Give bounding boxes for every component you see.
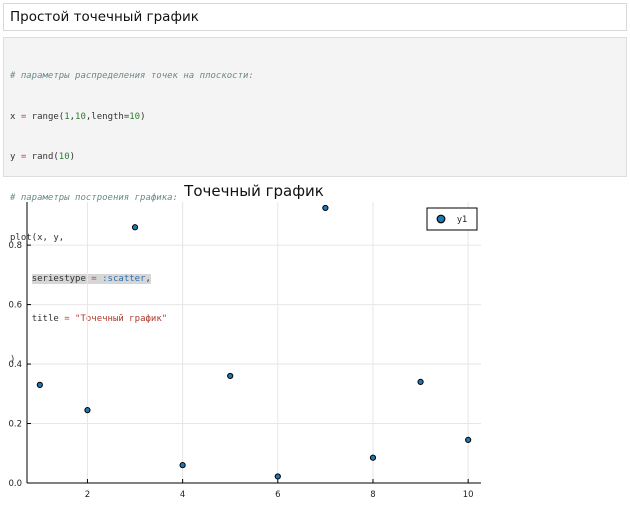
- data-point: [465, 436, 472, 443]
- data-point: [227, 372, 234, 380]
- x-tick-label: 10: [463, 490, 474, 500]
- code-line-seriestype: seriestype = :scatter,: [10, 273, 254, 287]
- data-point: [417, 378, 424, 385]
- y-tick-label: 0.2: [8, 420, 22, 430]
- selection-highlight: seriestype = :scatter,: [31, 273, 151, 284]
- code-comment: # параметры распределения точек на плоск…: [10, 71, 254, 81]
- x-tick-label: 6: [275, 490, 280, 500]
- data-point: [179, 462, 186, 469]
- code-line-close: ): [10, 354, 16, 365]
- code-comment: # параметры построения графика:: [10, 192, 178, 203]
- y-tick-label: 0.8: [8, 241, 22, 251]
- legend-label: y1: [457, 215, 467, 225]
- data-point: [322, 204, 329, 212]
- legend-marker: [436, 214, 446, 224]
- legend-box: [426, 207, 478, 231]
- data-point: [274, 473, 281, 480]
- code-line-title: title = "Точечный график": [31, 314, 168, 324]
- x-tick-label: 2: [85, 490, 90, 500]
- data-point: [84, 407, 91, 414]
- x-tick-label: 8: [370, 490, 375, 500]
- y-tick-label: 0.4: [8, 360, 22, 370]
- x-tick-label: 4: [180, 490, 185, 500]
- chart-title: Точечный график: [183, 182, 324, 200]
- data-point: [131, 224, 139, 231]
- data-point: [369, 454, 377, 461]
- code-line-y: y = rand(10): [10, 152, 76, 162]
- data-point: [36, 381, 43, 388]
- code-line-plot: plot(x, y,: [10, 233, 65, 243]
- code-line-x: x = range(1,10,length=10): [10, 111, 146, 122]
- y-tick-label: 0.6: [8, 301, 22, 311]
- y-tick-label: 0.0: [8, 479, 22, 489]
- code-cell[interactable]: # параметры распределения точек на плоск…: [3, 37, 627, 365]
- plot-output: Точечный график 2 4 6 8 10 0.0 0.2 0.4 0.6 0.8 y1: [0, 178, 630, 504]
- scatter-plot: Точечный график 2 4 6 8 10 0.0 0.2 0.4 0.6 0.8 y1: [8, 182, 481, 500]
- cell-heading: Простой точечный график: [10, 9, 199, 25]
- markdown-cell[interactable]: Простой точечный график: [3, 3, 627, 31]
- code-editor[interactable]: # параметры распределения точек на плоск…: [10, 43, 254, 394]
